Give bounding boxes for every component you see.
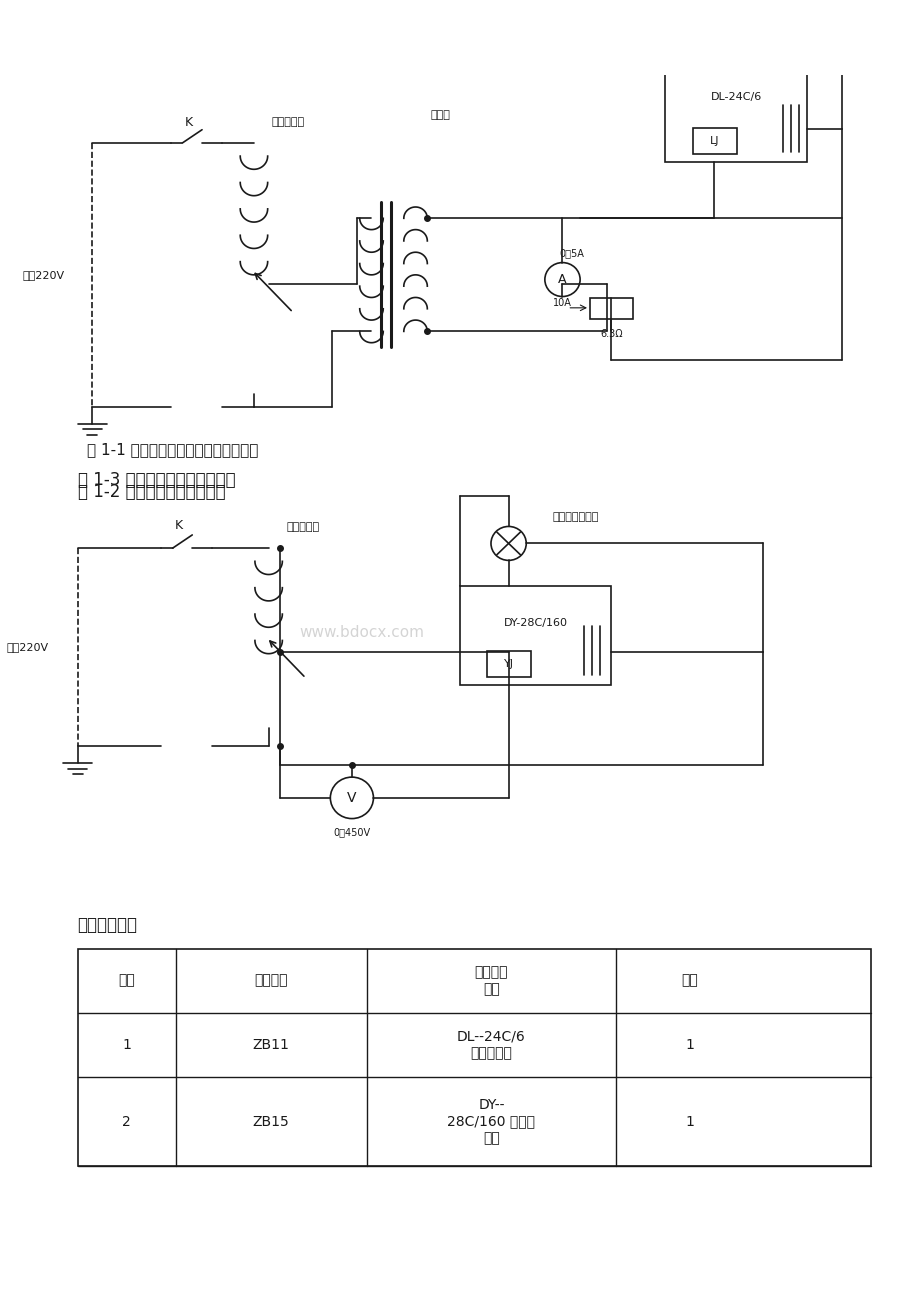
Text: LJ: LJ [709,135,719,146]
Text: 6.3Ω: 6.3Ω [599,329,622,340]
Text: A: A [558,273,566,286]
Text: 变流器: 变流器 [430,109,449,120]
Text: 设备名称: 设备名称 [254,974,288,988]
Text: DL--24C/6
电流继电器: DL--24C/6 电流继电器 [457,1030,526,1060]
Text: K: K [184,116,192,129]
Text: 触点通断指示灯: 触点通断指示灯 [551,512,597,522]
Text: 1: 1 [685,1038,694,1052]
Text: 1: 1 [685,1115,694,1129]
Text: 数量: 数量 [681,974,698,988]
Bar [664,59,807,161]
Text: 自耦调压器: 自耦调压器 [271,117,304,128]
Bar [460,586,611,685]
Text: 图 1-1 电流（电压）继电器内部接线图: 图 1-1 电流（电压）继电器内部接线图 [87,441,258,457]
Text: 0～5A: 0～5A [560,249,584,258]
Text: www.bdocx.com: www.bdocx.com [299,625,424,641]
Text: DY--
28C/160 电压继
电器: DY-- 28C/160 电压继 电器 [447,1099,535,1144]
Text: 自耦调压器: 自耦调压器 [286,522,319,533]
Text: DY-28C/160: DY-28C/160 [503,618,567,629]
Text: K: K [175,519,182,533]
Text: 序号: 序号 [119,974,135,988]
Text: YJ: YJ [503,659,513,669]
Text: 图 1-3 过电压继电器实验接线图: 图 1-3 过电压继电器实验接线图 [77,471,235,490]
Text: 0～450V: 0～450V [333,827,370,837]
Text: 10A: 10A [553,298,572,309]
Text: 使用仪器
名称: 使用仪器 名称 [474,966,507,996]
Bar [589,298,632,319]
Text: 图 1-2 电流继电器实验接线图: 图 1-2 电流继电器实验接线图 [77,483,225,500]
Text: 交流220V: 交流220V [6,642,48,652]
Text: DL-24C/6: DL-24C/6 [710,92,761,103]
Text: 2: 2 [122,1115,130,1129]
Text: ZB15: ZB15 [253,1115,289,1129]
Bar [692,128,736,154]
Text: 1: 1 [122,1038,130,1052]
Text: ZB11: ZB11 [253,1038,289,1052]
Text: 四、实验设备: 四、实验设备 [77,917,138,934]
Bar [486,651,530,677]
Bar [77,949,870,1167]
Text: V: V [346,790,357,805]
Text: 交流220V: 交流220V [23,270,65,280]
